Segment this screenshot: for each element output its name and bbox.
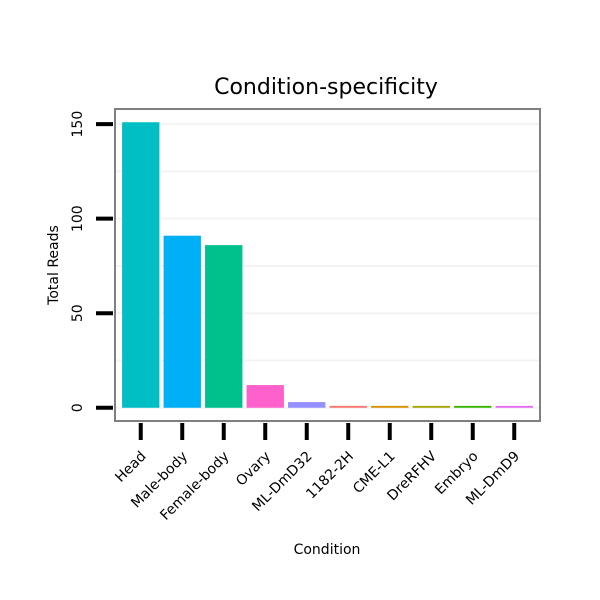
bar-head (122, 122, 160, 408)
bar-ml-dmd9 (495, 405, 533, 408)
x-tick-label: Head (112, 449, 149, 486)
bar-embryo (454, 405, 492, 408)
bar-ovary (246, 385, 284, 408)
x-axis-label: Condition (294, 542, 361, 558)
bars (122, 122, 533, 408)
bar-male-body (163, 235, 201, 408)
x-tick-label: Ovary (233, 449, 274, 490)
bar-drerfhv (412, 405, 450, 408)
y-axis-label: Total Reads (46, 225, 62, 306)
bar-1182-2h (329, 405, 367, 408)
y-tick-label: 50 (70, 304, 86, 322)
bar-female-body (205, 245, 243, 408)
y-tick-label: 100 (70, 205, 86, 232)
plot-border (114, 108, 541, 422)
y-tick-label: 0 (70, 403, 86, 412)
bar-cme-l1 (371, 405, 409, 408)
chart-title: Condition-specificity (214, 75, 438, 100)
y-axis: 0 50 100 150 (70, 111, 113, 412)
bar-ml-dmd32 (288, 402, 326, 408)
y-tick-label: 150 (70, 111, 86, 138)
